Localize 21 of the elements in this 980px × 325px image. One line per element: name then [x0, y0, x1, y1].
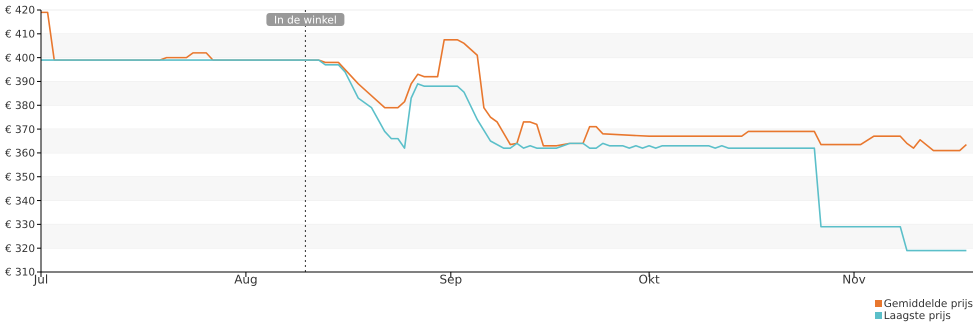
- x-tick-label: Okt: [638, 272, 660, 287]
- legend-label: Laagste prijs: [882, 310, 952, 322]
- y-tick-label: € 420: [4, 4, 35, 17]
- x-tick-label: Nov: [842, 272, 866, 287]
- line-series: [41, 59, 968, 252]
- y-tick-label: € 370: [4, 124, 35, 136]
- x-tick-label: Aug: [234, 272, 258, 287]
- x-tick-label: Jul: [32, 272, 48, 287]
- y-tick-label: € 340: [4, 195, 35, 208]
- y-tick-label: € 360: [4, 148, 35, 160]
- y-tick-label: € 350: [4, 171, 35, 184]
- legend-label: Gemiddelde prijs: [882, 298, 973, 310]
- ref-line-label: In de winkel: [274, 14, 337, 26]
- y-tick-label: € 400: [4, 52, 35, 64]
- y-tick-label: € 310: [4, 266, 35, 279]
- y-tick-label: € 410: [4, 28, 35, 41]
- y-tick-label: € 380: [4, 100, 35, 112]
- x-tick-label: Sep: [440, 272, 462, 287]
- y-tick-label: € 390: [4, 76, 35, 88]
- y-tick-label: € 320: [4, 242, 35, 255]
- y-tick-label: € 330: [4, 219, 35, 232]
